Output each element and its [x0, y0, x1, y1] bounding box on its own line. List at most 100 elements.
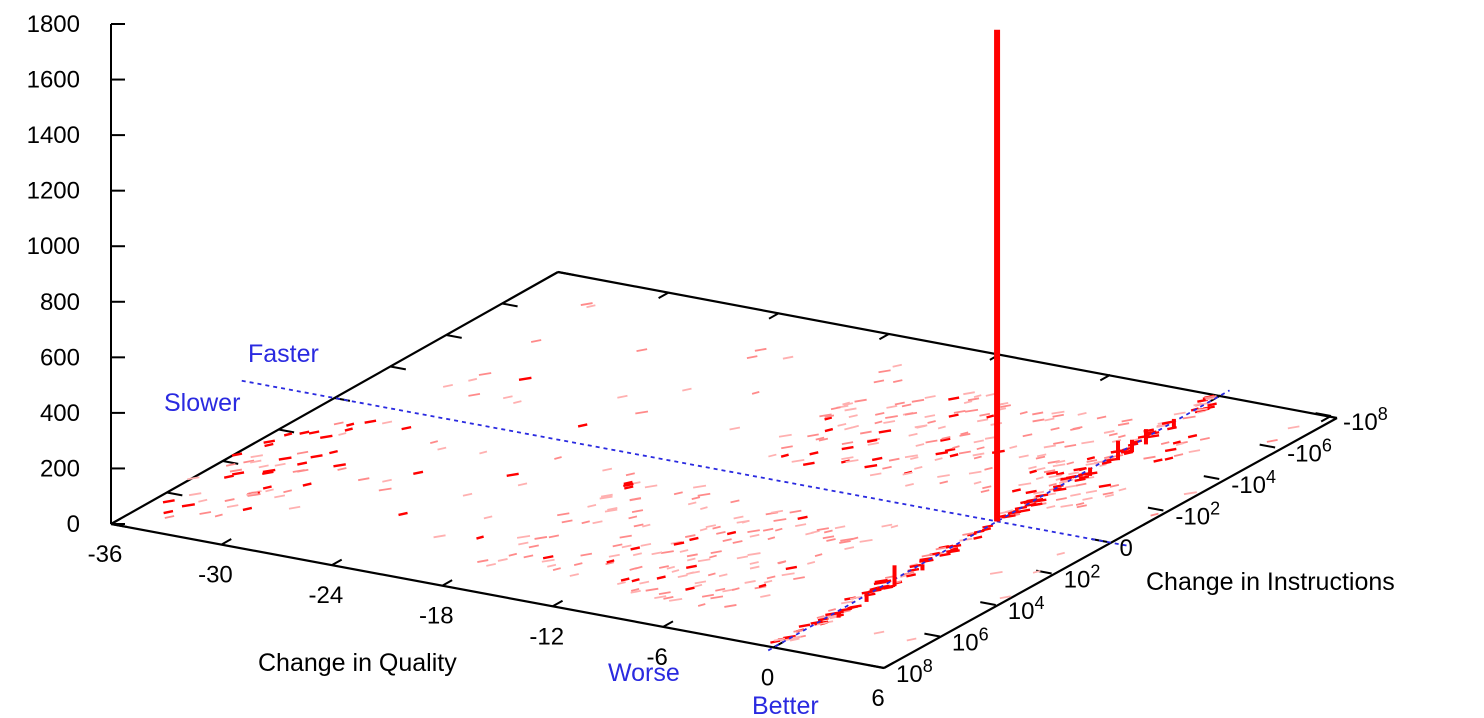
data-point — [939, 480, 949, 485]
data-point — [844, 407, 857, 412]
data-point — [605, 561, 615, 566]
data-point — [636, 348, 648, 352]
data-point — [948, 396, 960, 401]
data-point — [873, 379, 885, 384]
data-point — [874, 420, 883, 425]
data-point — [1075, 502, 1085, 506]
data-point — [639, 580, 650, 585]
data-point — [973, 535, 983, 540]
data-point — [1197, 409, 1206, 414]
y-tick-mark-left — [446, 334, 462, 339]
data-point — [1056, 551, 1065, 556]
data-point — [329, 449, 338, 455]
data-point — [781, 445, 793, 450]
y-tick-label: -102 — [1175, 499, 1220, 531]
x-tick-label: -12 — [529, 623, 564, 650]
z-tick-label: 200 — [40, 455, 80, 482]
data-point — [502, 395, 513, 400]
data-point — [1011, 488, 1021, 493]
x-axis-label: Change in Quality — [258, 649, 457, 677]
floor-axes — [110, 23, 1338, 670]
x-tick-label: -36 — [88, 541, 123, 568]
data-point — [600, 493, 613, 498]
data-point — [807, 433, 819, 438]
x-tick-label: -30 — [198, 562, 233, 589]
data-point — [608, 553, 620, 558]
y-tick-label: 106 — [952, 625, 989, 657]
data-point — [586, 304, 596, 309]
y-axis-label: Change in Instructions — [1146, 568, 1395, 596]
data-point — [906, 637, 917, 642]
data-point — [554, 456, 562, 460]
data-point — [1188, 449, 1201, 454]
data-point — [513, 400, 522, 404]
data-point — [924, 414, 936, 419]
data-point — [231, 452, 243, 457]
data-point — [224, 498, 235, 502]
data-point — [709, 554, 717, 559]
data-point — [815, 436, 825, 441]
data-point — [935, 546, 947, 551]
data-point — [746, 355, 758, 360]
data-point — [687, 557, 696, 562]
data-point — [736, 555, 749, 560]
x-tick-label: -24 — [309, 582, 344, 609]
y-tick-mark — [1147, 506, 1164, 512]
data-point — [699, 527, 708, 532]
data-point — [1173, 453, 1184, 457]
data-point — [508, 552, 518, 557]
data-point — [729, 426, 741, 431]
data-point — [1046, 505, 1056, 509]
data-point — [866, 438, 878, 444]
data-point — [242, 506, 253, 512]
data-point — [1064, 444, 1077, 448]
data-point — [607, 507, 618, 511]
data-point — [921, 553, 933, 558]
data-point — [630, 588, 640, 592]
data-point — [1068, 471, 1079, 476]
data-point — [915, 443, 925, 447]
data-point — [934, 457, 943, 462]
data-point — [162, 499, 175, 504]
data-point — [658, 565, 669, 569]
data-point — [631, 578, 640, 583]
data-point — [781, 572, 795, 577]
data-point — [1019, 410, 1028, 415]
data-point — [486, 562, 496, 567]
data-point — [1086, 459, 1098, 463]
data-point — [1000, 404, 1011, 409]
data-point — [736, 519, 750, 524]
data-point — [1030, 502, 1043, 507]
data-point — [265, 488, 274, 493]
data-point — [843, 402, 854, 407]
data-point — [963, 391, 975, 396]
y-tick-mark-left — [278, 428, 295, 434]
data-point — [909, 563, 922, 569]
data-point — [478, 372, 492, 376]
data-point — [1101, 460, 1112, 465]
x-tick-mark-back — [547, 271, 559, 279]
data-point — [953, 410, 966, 414]
data-point — [795, 523, 807, 527]
data-point — [1085, 462, 1099, 466]
x-tick-label: 0 — [761, 664, 774, 691]
data-point — [628, 515, 638, 520]
data-point — [602, 467, 613, 472]
histogram-bar — [1129, 439, 1134, 453]
data-point — [839, 540, 851, 544]
y-tick-label: 102 — [1064, 562, 1101, 594]
data-point — [1033, 490, 1045, 495]
data-point — [1020, 499, 1030, 505]
data-point — [630, 546, 641, 551]
data-point — [894, 401, 905, 406]
data-point — [882, 465, 892, 470]
data-point — [791, 458, 805, 463]
data-point — [875, 412, 885, 416]
data-point — [358, 477, 370, 482]
data-point — [320, 434, 333, 439]
data-point — [944, 447, 956, 453]
data-point — [830, 406, 841, 411]
data-point — [935, 451, 949, 456]
data-point — [841, 441, 854, 445]
data-point — [892, 379, 903, 383]
